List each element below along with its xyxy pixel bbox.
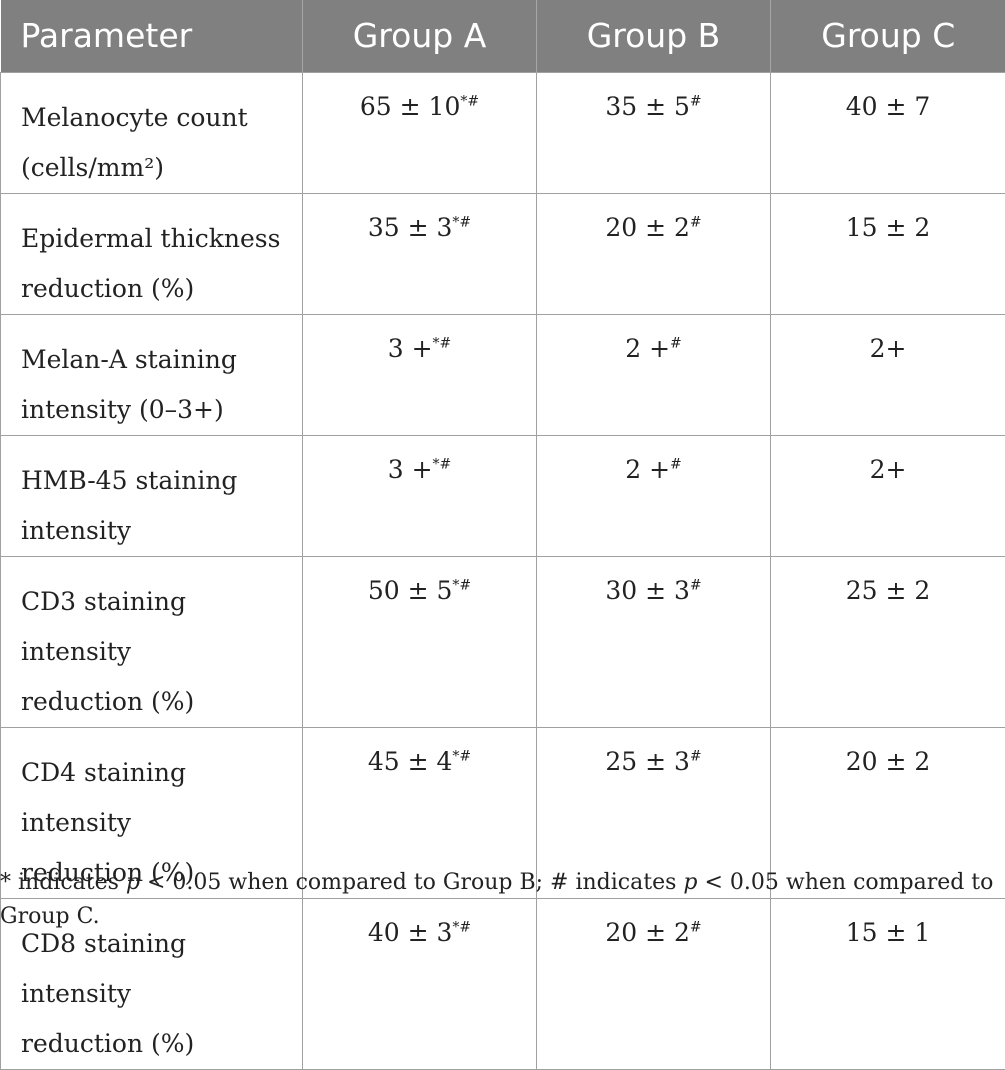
group-c-value: 2+ (771, 315, 1005, 436)
footnote-text-1: * indicates (0, 870, 126, 895)
header-group-a: Group A (303, 0, 537, 73)
group-c-value: 15 ± 2 (771, 194, 1005, 315)
footnote-text-2: < 0.05 when compared to Group B; # indic… (140, 870, 683, 895)
table-row: Melanocyte count(cells/mm²)65 ± 10*#35 ±… (1, 73, 1005, 194)
value-text: 40 ± 7 (846, 92, 931, 121)
parameter-line: CD4 staining intensity (21, 748, 302, 848)
parameter-line: CD3 staining intensity (21, 577, 302, 677)
parameter-line: Epidermal thickness (21, 214, 302, 264)
significance-marker: *# (460, 94, 479, 110)
value-text: 2 + (625, 455, 670, 484)
significance-marker: # (690, 578, 702, 594)
group-c-value: 2+ (771, 436, 1005, 557)
group-b-value: 2 +# (537, 436, 771, 557)
value-text: 3 + (388, 334, 433, 363)
significance-marker: # (690, 749, 702, 765)
parameter-line: reduction (%) (21, 677, 302, 727)
parameter-line: intensity (21, 506, 302, 556)
header-parameter: Parameter (1, 0, 303, 73)
value-text: 30 ± 3 (605, 576, 690, 605)
header-group-c: Group C (771, 0, 1005, 73)
group-a-value: 50 ± 5*# (303, 557, 537, 728)
significance-marker: # (690, 215, 702, 231)
significance-marker: *# (452, 215, 471, 231)
table-footnote: * indicates p < 0.05 when compared to Gr… (0, 866, 1000, 934)
significance-marker: *# (433, 336, 452, 352)
group-c-value: 25 ± 2 (771, 557, 1005, 728)
group-a-value: 65 ± 10*# (303, 73, 537, 194)
value-text: 2+ (870, 455, 907, 484)
parameter-line: reduction (%) (21, 264, 302, 314)
parameter-line: HMB-45 staining (21, 456, 302, 506)
value-text: 65 ± 10 (360, 92, 460, 121)
value-text: 20 ± 2 (846, 747, 931, 776)
significance-marker: *# (452, 578, 471, 594)
group-a-value: 35 ± 3*# (303, 194, 537, 315)
parameter-cell: Melanocyte count(cells/mm²) (1, 73, 303, 194)
group-b-value: 35 ± 5# (537, 73, 771, 194)
parameter-line: reduction (%) (21, 1019, 302, 1069)
footnote-p-symbol-1: p (126, 870, 140, 895)
group-b-value: 30 ± 3# (537, 557, 771, 728)
significance-marker: *# (452, 749, 471, 765)
footnote-p-symbol-2: p (683, 870, 697, 895)
group-b-value: 2 +# (537, 315, 771, 436)
group-c-value: 40 ± 7 (771, 73, 1005, 194)
value-text: 2 + (625, 334, 670, 363)
value-text: 3 + (388, 455, 433, 484)
parameter-line: CD8 staining intensity (21, 919, 302, 1019)
parameter-line: intensity (0–3+) (21, 385, 302, 435)
group-a-value: 3 +*# (303, 436, 537, 557)
significance-marker: # (670, 336, 682, 352)
value-text: 25 ± 2 (846, 576, 931, 605)
group-b-value: 20 ± 2# (537, 194, 771, 315)
value-text: 35 ± 3 (368, 213, 453, 242)
value-text: 20 ± 2 (605, 213, 690, 242)
value-text: 15 ± 2 (846, 213, 931, 242)
parameter-line: Melanocyte count (21, 93, 302, 143)
significance-marker: # (670, 457, 682, 473)
significance-marker: *# (433, 457, 452, 473)
parameter-line: Melan-A staining (21, 335, 302, 385)
value-text: 50 ± 5 (368, 576, 453, 605)
value-text: 35 ± 5 (605, 92, 690, 121)
group-a-value: 3 +*# (303, 315, 537, 436)
value-text: 25 ± 3 (605, 747, 690, 776)
parameter-line: (cells/mm²) (21, 143, 302, 193)
value-text: 2+ (870, 334, 907, 363)
significance-marker: # (690, 94, 702, 110)
header-group-b: Group B (537, 0, 771, 73)
value-text: 45 ± 4 (368, 747, 453, 776)
table-header: Parameter Group A Group B Group C (1, 0, 1005, 73)
